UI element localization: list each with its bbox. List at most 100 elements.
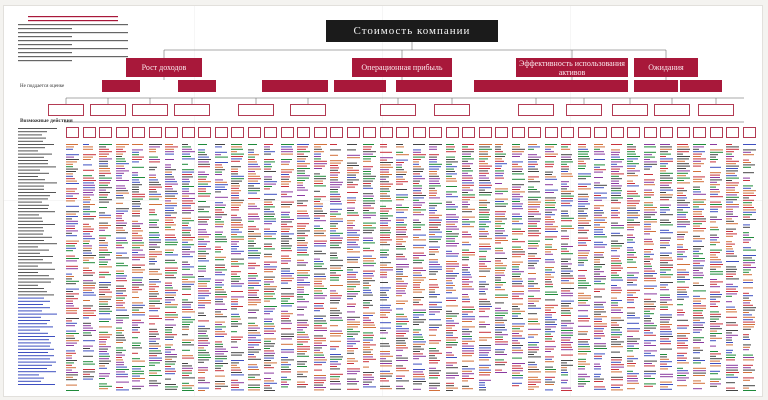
metric-text-line (149, 372, 157, 374)
metric-text-line (561, 334, 573, 336)
metric-text-line (248, 178, 261, 180)
metric-text-line (264, 271, 273, 273)
metric-text-line (396, 169, 404, 171)
metric-text-line (413, 324, 419, 325)
metric-text-line (743, 282, 753, 283)
metric-text-line (264, 248, 275, 250)
metric-text-line (512, 325, 524, 327)
metric-text-line (149, 305, 155, 307)
metric-text-line (726, 189, 735, 191)
metric-text-line (462, 336, 472, 337)
metric-text-line (248, 309, 259, 311)
metric-text-line (627, 217, 638, 219)
metric-text-line (297, 200, 308, 202)
metric-text-line (132, 166, 144, 168)
metric-text-line (594, 271, 604, 273)
metric-text-line (215, 279, 224, 281)
left-text-line (18, 352, 48, 353)
metric-text-line (132, 196, 145, 198)
metric-text-line (347, 358, 355, 360)
metric-text-line (165, 219, 173, 221)
metric-text-line (561, 250, 569, 252)
metric-text-line (198, 290, 209, 292)
metric-text-line (462, 196, 475, 198)
metric-text-line (462, 366, 468, 367)
metric-text-line (231, 369, 241, 371)
metric-text-line (149, 156, 158, 158)
metric-text-line (627, 175, 638, 177)
metric-text-line (116, 359, 123, 361)
metric-text-line (149, 196, 162, 198)
metric-text-line (116, 270, 124, 272)
metric-text-line (330, 149, 341, 151)
metric-text-line (215, 355, 227, 357)
metric-text-line (198, 337, 209, 339)
metric-text-line (132, 223, 143, 225)
metric-text-line (182, 253, 190, 255)
metric-text-line (66, 205, 79, 207)
metric-text-line (215, 202, 223, 204)
metric-text-line (248, 190, 260, 192)
metric-text-line (660, 232, 673, 234)
metric-text-line (561, 354, 573, 356)
metric-text-line (281, 364, 291, 366)
metric-text-line (644, 159, 650, 160)
metric-text-line (363, 337, 373, 339)
metric-text-line (165, 274, 174, 276)
metric-text-line (677, 385, 687, 387)
metric-text-line (660, 168, 668, 169)
metric-text-line (297, 373, 303, 375)
level3-node (48, 104, 84, 116)
metric-text-line (710, 365, 721, 367)
metric-text-line (314, 310, 320, 312)
metric-text-line (446, 292, 452, 294)
metric-text-line (66, 340, 79, 342)
metric-text-line (693, 228, 706, 229)
metric-text-line (594, 266, 602, 268)
metric-text-line (116, 337, 125, 339)
metric-text-line (347, 333, 358, 335)
metric-text-line (182, 309, 193, 310)
metric-text-line (545, 356, 554, 358)
metric-text-line (231, 250, 244, 252)
metric-text-line (66, 161, 77, 163)
metric-text-line (578, 282, 589, 284)
metric-text-line (644, 318, 652, 319)
metric-text-line (462, 182, 474, 184)
metric-text-line (413, 161, 419, 163)
metric-text-line (743, 336, 749, 338)
left-text-line (18, 201, 42, 203)
metric-text-line (165, 373, 175, 375)
metric-text-line (248, 346, 254, 348)
metric-text-line (693, 342, 704, 343)
metric-text-line (99, 343, 106, 345)
metric-text-line (363, 258, 376, 259)
metric-text-line (314, 146, 321, 148)
metric-text-line (413, 202, 425, 204)
metric-text-line (363, 285, 371, 286)
metric-text-line (660, 194, 673, 196)
metric-text-line (149, 307, 160, 309)
metric-text-line (347, 244, 358, 246)
metric-text-line (413, 289, 425, 291)
metric-text-line (611, 154, 619, 156)
metric-text-line (429, 352, 442, 354)
metric-text-line (611, 250, 617, 252)
metric-text-line (231, 156, 243, 157)
metric-text-line (479, 359, 489, 361)
metric-text-line (165, 153, 174, 155)
metric-text-line (264, 159, 274, 160)
metric-text-line (396, 231, 406, 233)
metric-text-line (611, 292, 621, 294)
metric-text-line (594, 288, 605, 290)
metric-text-line (495, 319, 507, 321)
metric-text-line (132, 342, 141, 344)
metric-text-line (264, 163, 271, 165)
metric-text-line (561, 246, 573, 247)
metric-text-line (66, 273, 72, 275)
metric-text-line (363, 198, 373, 199)
metric-text-line (248, 344, 259, 346)
metric-text-line (644, 166, 652, 168)
metric-text-line (594, 144, 603, 145)
metric-text-line (198, 193, 211, 195)
